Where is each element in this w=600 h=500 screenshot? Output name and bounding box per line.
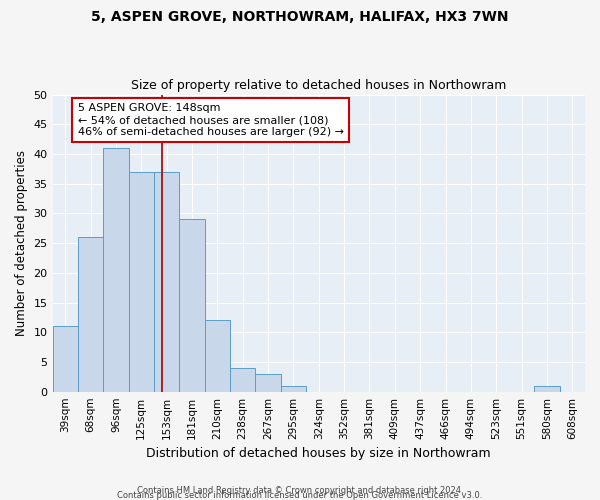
- Text: 5, ASPEN GROVE, NORTHOWRAM, HALIFAX, HX3 7WN: 5, ASPEN GROVE, NORTHOWRAM, HALIFAX, HX3…: [91, 10, 509, 24]
- Bar: [179, 220, 205, 392]
- Bar: [128, 172, 154, 392]
- Bar: [78, 237, 103, 392]
- Title: Size of property relative to detached houses in Northowram: Size of property relative to detached ho…: [131, 79, 506, 92]
- Bar: [205, 320, 230, 392]
- Bar: [103, 148, 128, 392]
- Bar: [534, 386, 560, 392]
- Text: Contains HM Land Registry data © Crown copyright and database right 2024.: Contains HM Land Registry data © Crown c…: [137, 486, 463, 495]
- Bar: [230, 368, 256, 392]
- X-axis label: Distribution of detached houses by size in Northowram: Distribution of detached houses by size …: [146, 447, 491, 460]
- Text: Contains public sector information licensed under the Open Government Licence v3: Contains public sector information licen…: [118, 491, 482, 500]
- Bar: [154, 172, 179, 392]
- Bar: [256, 374, 281, 392]
- Y-axis label: Number of detached properties: Number of detached properties: [15, 150, 28, 336]
- Text: 5 ASPEN GROVE: 148sqm
← 54% of detached houses are smaller (108)
46% of semi-det: 5 ASPEN GROVE: 148sqm ← 54% of detached …: [78, 104, 344, 136]
- Bar: [53, 326, 78, 392]
- Bar: [281, 386, 306, 392]
